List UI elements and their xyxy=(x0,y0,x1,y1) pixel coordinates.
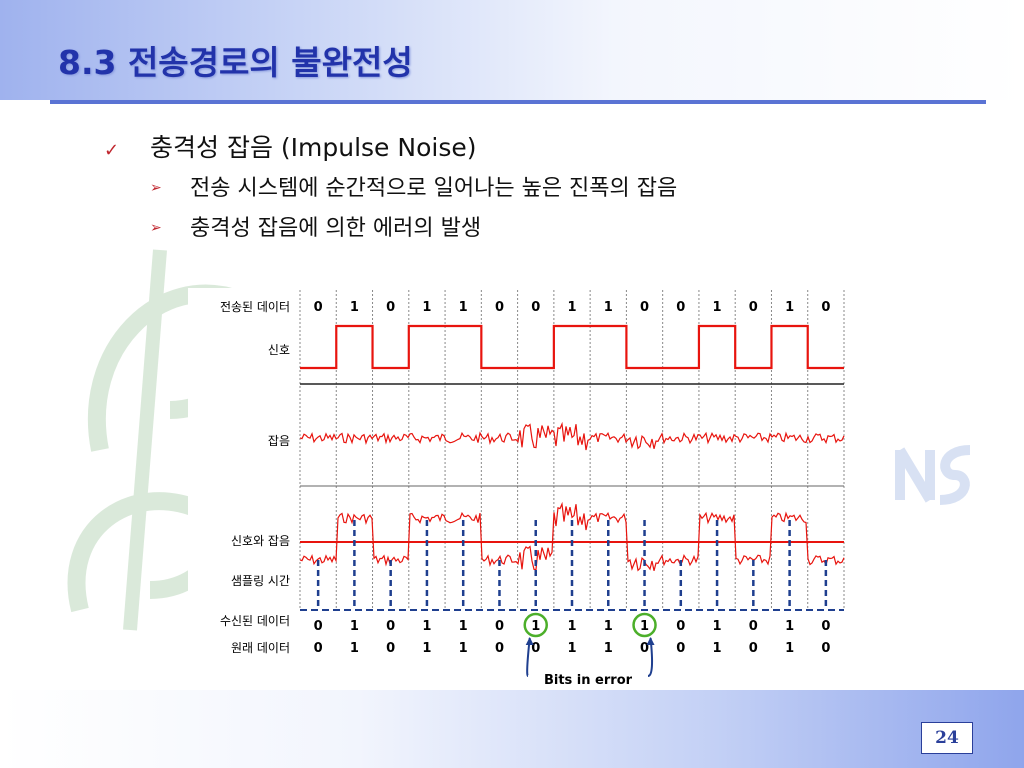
transmitted-bit: 0 xyxy=(386,300,395,315)
impulse-noise-diagram: 전송된 데이터 신호 잡음 신호와 잡음 샘플링 시간 수신된 데이터 원래 데… xyxy=(188,288,850,688)
sub-bullet-1: ➢ 전송 시스템에 순간적으로 일어나는 높은 진폭의 잡음 xyxy=(150,170,677,202)
main-bullet-text: 충격성 잡음 (Impulse Noise) xyxy=(150,133,477,162)
sampling-lines xyxy=(316,520,828,610)
bit-values: 0 1 0 1 1 0 0 1 1 0 0 1 0 1 0 0 1 0 1 1 0 1 1 1 1 0 1 0 1 0 0 1 0 1 1 0 0 1 1 0… xyxy=(314,300,831,656)
transmitted-bit: 1 xyxy=(604,300,613,315)
label-received: 수신된 데이터 xyxy=(220,614,290,628)
transmitted-bit: 0 xyxy=(640,300,649,315)
error-circle xyxy=(523,612,548,638)
original-bit: 0 xyxy=(314,641,323,656)
received-bit: 1 xyxy=(459,619,468,634)
received-bit: 1 xyxy=(531,619,540,634)
received-bit: 1 xyxy=(785,619,794,634)
original-bit: 1 xyxy=(567,641,576,656)
transmitted-bit: 1 xyxy=(785,300,794,315)
row-labels: 전송된 데이터 신호 잡음 신호와 잡음 샘플링 시간 수신된 데이터 원래 데… xyxy=(220,300,290,655)
received-bit: 0 xyxy=(749,619,758,634)
header-band xyxy=(0,0,1024,100)
noise-waveform xyxy=(299,421,845,451)
transmitted-bit: 0 xyxy=(495,300,504,315)
original-bit: 0 xyxy=(531,641,540,656)
error-markers xyxy=(523,612,657,677)
bits-in-error-label: Bits in error xyxy=(544,673,633,688)
diagram-svg: 전송된 데이터 신호 잡음 신호와 잡음 샘플링 시간 수신된 데이터 원래 데… xyxy=(220,290,845,688)
sub-bullet-2: ➢ 충격성 잡음에 의한 에러의 발생 xyxy=(150,210,481,242)
slide-title: 8.3 전송경로의 불완전성 xyxy=(58,43,413,82)
arrow-bullet-icon: ➢ xyxy=(150,180,162,196)
label-original: 원래 데이터 xyxy=(231,641,290,655)
original-bit: 1 xyxy=(713,641,722,656)
transmitted-bit: 0 xyxy=(821,300,830,315)
transmitted-bit: 0 xyxy=(749,300,758,315)
transmitted-bit: 1 xyxy=(350,300,359,315)
original-bit: 1 xyxy=(459,641,468,656)
arrow-head-icon xyxy=(525,637,534,645)
transmitted-bit: 1 xyxy=(713,300,722,315)
title-underline xyxy=(50,100,986,104)
received-bit: 0 xyxy=(386,619,395,634)
checkmark-icon: ✓ xyxy=(104,140,120,161)
original-bit: 0 xyxy=(495,641,504,656)
transmitted-bit: 0 xyxy=(676,300,685,315)
received-bit: 0 xyxy=(676,619,685,634)
original-bit: 0 xyxy=(640,641,649,656)
original-bit: 0 xyxy=(749,641,758,656)
footer-band xyxy=(0,690,1024,768)
received-bit: 0 xyxy=(495,619,504,634)
sub-bullet-text: 충격성 잡음에 의한 에러의 발생 xyxy=(190,216,482,241)
received-bit: 1 xyxy=(713,619,722,634)
transmitted-bit: 0 xyxy=(531,300,540,315)
label-signal: 신호 xyxy=(268,343,290,357)
page-number: 24 xyxy=(921,722,973,754)
error-circle xyxy=(632,612,657,638)
main-bullet: ✓ 충격성 잡음 (Impulse Noise) xyxy=(104,128,477,164)
label-transmitted: 전송된 데이터 xyxy=(220,300,290,314)
transmitted-bit: 1 xyxy=(459,300,468,315)
received-bit: 1 xyxy=(422,619,431,634)
received-bit: 0 xyxy=(314,619,323,634)
original-bit: 1 xyxy=(604,641,613,656)
original-bit: 0 xyxy=(821,641,830,656)
original-bit: 0 xyxy=(676,641,685,656)
received-bit: 1 xyxy=(604,619,613,634)
received-bit: 1 xyxy=(640,619,649,634)
transmitted-bit: 1 xyxy=(422,300,431,315)
original-bit: 1 xyxy=(350,641,359,656)
transmitted-bit: 1 xyxy=(567,300,576,315)
transmitted-bit: 0 xyxy=(314,300,323,315)
sub-bullet-text: 전송 시스템에 순간적으로 일어나는 높은 진폭의 잡음 xyxy=(190,176,678,201)
received-bit: 0 xyxy=(821,619,830,634)
label-noise: 잡음 xyxy=(268,434,290,448)
original-bit: 0 xyxy=(386,641,395,656)
label-signal-noise: 신호와 잡음 xyxy=(231,534,290,548)
original-bit: 1 xyxy=(785,641,794,656)
signal-waveform xyxy=(300,324,844,370)
label-sampling: 샘플링 시간 xyxy=(231,574,290,588)
received-bit: 1 xyxy=(567,619,576,634)
received-bit: 1 xyxy=(350,619,359,634)
arrow-bullet-icon: ➢ xyxy=(150,220,162,236)
original-bit: 1 xyxy=(422,641,431,656)
arrow-head-icon xyxy=(646,637,655,645)
